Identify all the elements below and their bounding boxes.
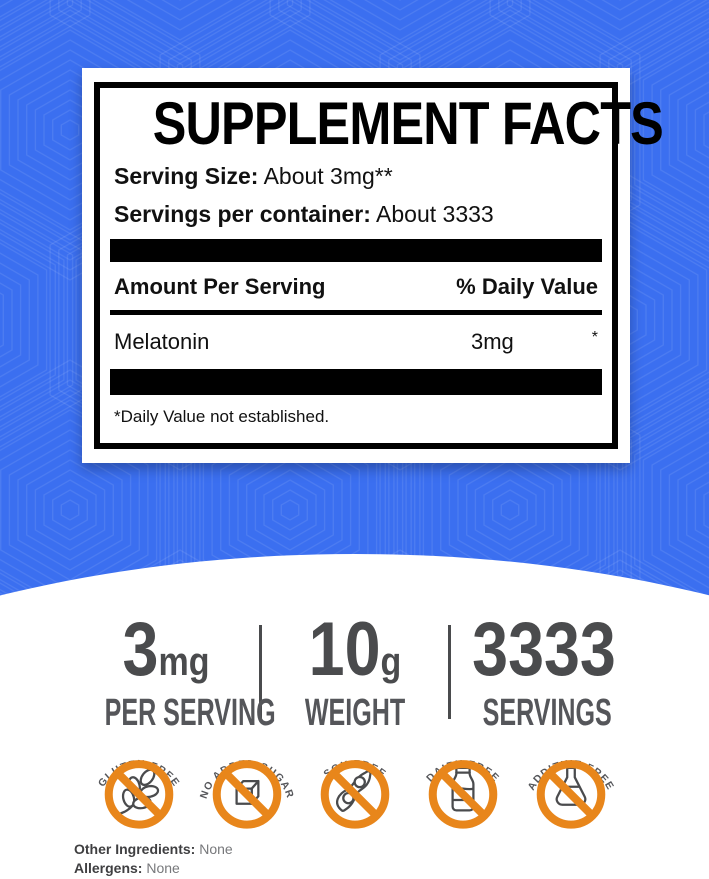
stat-servings-number: 3333 [464, 612, 622, 688]
stats-divider [447, 625, 451, 719]
stat-unit: g [380, 640, 401, 684]
stat-per-serving-number: 3mg [86, 612, 244, 688]
prohibition-ring [536, 760, 605, 829]
facts-frame: SUPPLEMENT FACTS Serving Size: About 3mg… [94, 82, 664, 449]
prohibition-slash [114, 770, 163, 819]
daily-value-header: % Daily Value [456, 274, 598, 299]
servings-value: About 3333 [376, 201, 494, 227]
stats-row: 3mg PER SERVING 10g WEIGHT 3333 SERVINGS [0, 610, 709, 734]
stat-value: 3 [122, 607, 158, 692]
stat-value: 3333 [471, 607, 616, 692]
ingredient-daily-value: * [591, 329, 598, 346]
serving-size-label: Serving Size: [114, 163, 259, 189]
divider-bar-thick [110, 239, 602, 262]
stats-divider [258, 625, 262, 719]
daily-value-footnote: *Daily Value not established. [114, 407, 330, 426]
stat-weight: 10g WEIGHT [262, 610, 448, 734]
gluten-free-badge: GLUTEN FREE [96, 759, 180, 829]
stat-per-serving: 3mg PER SERVING [73, 610, 276, 734]
prohibition-ring [212, 760, 281, 829]
stat-value: 10 [308, 607, 381, 692]
badge-row: GLUTEN FREE NO ADDED SUGAR SO [0, 729, 709, 837]
prohibition-slash [546, 770, 595, 819]
facts-title: SUPPLEMENT FACTS [152, 90, 664, 157]
serving-size-line: Serving Size: About 3mg** [114, 163, 598, 190]
supplement-facts-panel: SUPPLEMENT FACTS Serving Size: About 3mg… [82, 68, 664, 463]
divider-bar-thick-bottom [110, 369, 602, 395]
other-ingredients-line: Other Ingredients: None [74, 840, 233, 859]
prohibition-ring [428, 760, 497, 829]
serving-size-value: About 3mg** [263, 163, 393, 189]
stat-unit: mg [157, 640, 209, 684]
no-added-sugar-badge: NO ADDED SUGAR [198, 759, 294, 829]
amount-per-serving-header: Amount Per Serving [114, 274, 326, 299]
stat-weight-label: WEIGHT [304, 692, 405, 734]
dairy-free-badge: DAIRY FREE [424, 759, 499, 829]
ingredient-name: Melatonin [114, 329, 210, 354]
prohibition-ring [320, 760, 389, 829]
stat-servings-label: SERVINGS [482, 692, 612, 734]
stat-servings: 3333 SERVINGS [451, 610, 637, 734]
allergens-line: Allergens: None [74, 859, 233, 878]
additive-free-badge: ADDITIVE FREE [526, 759, 614, 829]
prohibition-slash [222, 770, 271, 819]
prohibition-slash [330, 770, 379, 819]
facts-column-headers: Amount Per Serving % Daily Value [114, 274, 598, 300]
soy-free-badge: SOY FREE [320, 759, 389, 829]
servings-label: Servings per container: [114, 201, 371, 227]
allergens-label: Allergens: [74, 859, 143, 876]
other-ingredients-value: None [199, 841, 233, 857]
stat-weight-number: 10g [275, 612, 433, 688]
prohibition-slash [438, 770, 487, 819]
servings-per-container-line: Servings per container: About 3333 [114, 201, 598, 228]
ingredient-amount: 3mg [470, 329, 514, 354]
other-ingredients-label: Other Ingredients: [74, 841, 196, 857]
ingredient-row: Melatonin 3mg * [114, 329, 598, 355]
prohibition-ring [104, 760, 173, 829]
allergens-value: None [146, 859, 180, 876]
stat-per-serving-label: PER SERVING [104, 692, 276, 734]
footer-notes: Other Ingredients: None Allergens: None [74, 840, 233, 877]
divider-bar-thin [110, 310, 602, 315]
